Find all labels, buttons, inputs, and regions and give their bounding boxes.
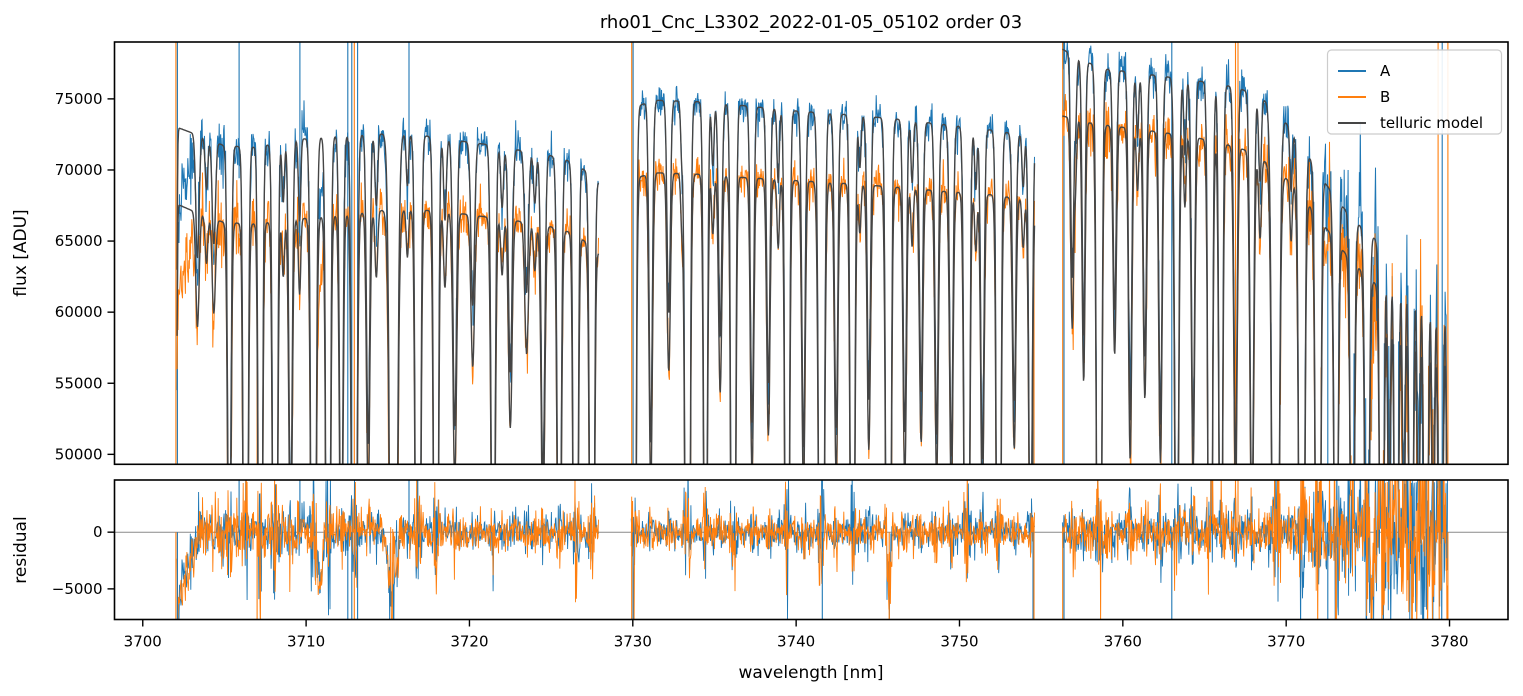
residual-axis-label: residual: [11, 516, 31, 583]
x-axis-label: wavelength [nm]: [738, 663, 883, 683]
x-tick-label: 3770: [1267, 633, 1305, 651]
flux-panel-frame: [113, 41, 1509, 466]
x-tick-label: 3730: [614, 633, 652, 651]
axes-ticks: 3700 3710 3720 3730 3740 3750 3760 3770 3780 5000…: [52, 90, 1469, 651]
telluric-model-A: [176, 48, 1448, 465]
flux-tick-label: 75000: [55, 90, 103, 108]
legend-item-a: A: [1338, 62, 1391, 80]
telluric-model-B: [176, 115, 1448, 465]
flux-tick-label: 65000: [55, 232, 103, 250]
x-tick-label: 3750: [940, 633, 978, 651]
residual-tick-label: −5000: [52, 580, 103, 598]
legend-item-b: B: [1338, 88, 1390, 106]
chart-title: rho01_Cnc_L3302_2022-01-05_05102 order 0…: [600, 12, 1022, 33]
x-tick-label: 3700: [124, 633, 162, 651]
x-tick-label: 3710: [287, 633, 325, 651]
x-tick-label: 3780: [1430, 633, 1468, 651]
residual-tick-label: 0: [93, 523, 103, 541]
flux-panel-content: [175, 42, 1449, 465]
legend-label-a: A: [1380, 62, 1391, 80]
x-tick-label: 3760: [1104, 633, 1142, 651]
flux-tick-label: 60000: [55, 303, 103, 321]
flux-tick-label: 55000: [55, 374, 103, 392]
residual-series-A: [176, 480, 1449, 620]
legend-label-b: B: [1380, 88, 1390, 106]
flux-tick-label: 50000: [55, 445, 103, 463]
x-tick-label: 3740: [777, 633, 815, 651]
residual-panel-frame: [113, 479, 1509, 621]
residual-series-B: [176, 480, 1449, 620]
flux-tick-label: 70000: [55, 161, 103, 179]
legend: A B telluric model: [1326, 49, 1503, 135]
legend-box: [1326, 49, 1503, 135]
flux-axis-label: flux [ADU]: [11, 209, 31, 296]
legend-item-telluric: telluric model: [1338, 114, 1483, 132]
x-tick-label: 3720: [450, 633, 488, 651]
residual-panel-content: [114, 480, 1508, 620]
legend-label-telluric: telluric model: [1380, 114, 1483, 132]
flux-series-A: [176, 42, 1448, 465]
